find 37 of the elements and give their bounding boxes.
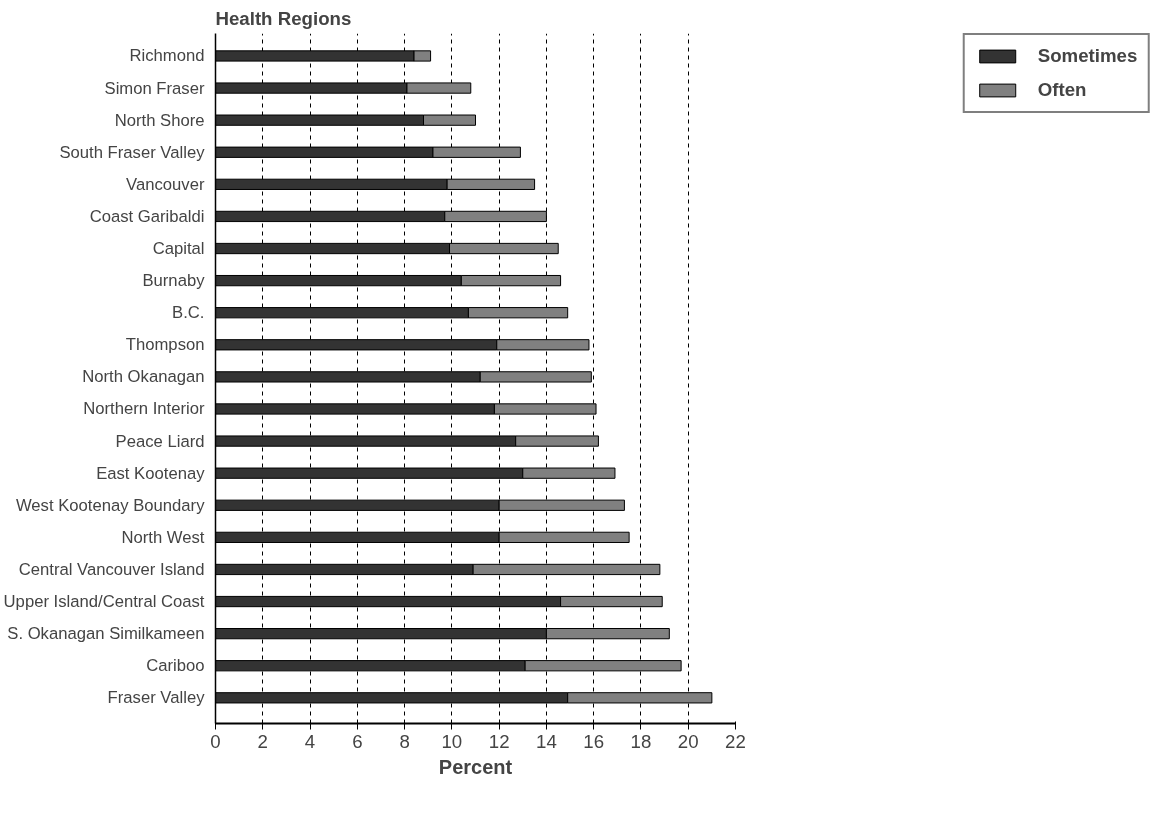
y-tick-label: Vancouver [126, 174, 205, 194]
y-tick-label: Richmond [129, 46, 205, 66]
y-tick-label: Peace Liard [115, 431, 205, 451]
y-tick-label: S. Okanagan Similkameen [7, 624, 205, 644]
x-tick-label: 10 [441, 730, 463, 752]
y-tick-label: Simon Fraser [104, 78, 205, 98]
x-tick-label: 18 [630, 730, 652, 752]
x-tick-label: 4 [304, 730, 316, 752]
y-tick-label: Cariboo [146, 656, 205, 676]
x-tick-label: 20 [677, 730, 699, 752]
y-tick-label: North Okanagan [82, 367, 205, 387]
y-tick-label: Burnaby [142, 271, 206, 291]
x-tick-label: 16 [583, 730, 605, 752]
y-tick-label: B.C. [172, 303, 205, 323]
x-tick-label: 8 [399, 730, 410, 752]
x-tick-label: 2 [257, 730, 268, 752]
y-tick-label: Fraser Valley [107, 688, 206, 708]
y-tick-label: North West [121, 527, 205, 547]
x-tick-label: 6 [352, 730, 363, 752]
y-tick-label: Thompson [125, 335, 205, 355]
y-tick-label: Upper Island/Central Coast [3, 592, 205, 612]
x-axis-title: Percent [438, 755, 513, 778]
legend-label: Often [1037, 79, 1087, 101]
x-tick-label: 14 [536, 730, 557, 752]
x-tick-label: 12 [488, 730, 510, 752]
y-tick-label: West Kootenay Boundary [15, 495, 206, 515]
y-tick-label: North Shore [114, 110, 205, 130]
y-tick-label: Northern Interior [83, 399, 205, 419]
y-tick-label: Central Vancouver Island [18, 559, 205, 579]
y-tick-label: Capital [152, 239, 205, 259]
y-tick-label: East Kootenay [96, 463, 206, 483]
y-tick-label: South Fraser Valley [59, 142, 206, 162]
x-tick-label: 22 [725, 730, 746, 752]
y-axis-title: Health Regions [215, 7, 352, 29]
x-tick-label: 0 [210, 730, 221, 752]
legend-label: Sometimes [1037, 45, 1138, 67]
y-tick-label: Coast Garibaldi [89, 206, 205, 226]
